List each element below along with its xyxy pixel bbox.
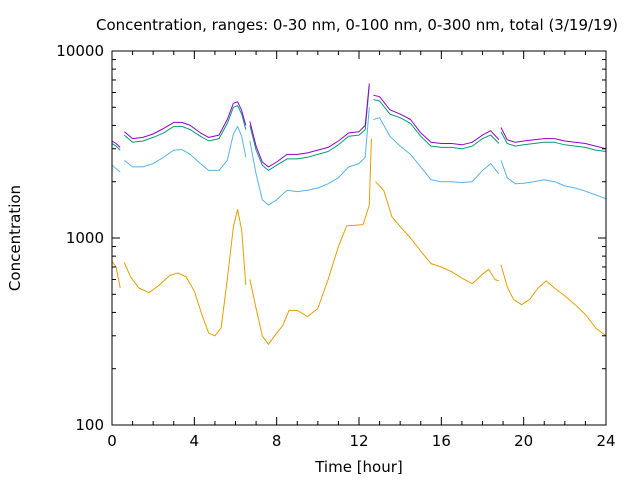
series-2-line [373, 117, 500, 183]
series-1-line [500, 264, 607, 337]
x-axis-label: Time [hour] [314, 458, 403, 476]
series-2-line [123, 125, 247, 171]
y-tick-label: 100 [75, 416, 104, 434]
x-tick-label: 24 [596, 432, 615, 450]
series-4-line [373, 94, 500, 146]
x-tick-label: 20 [514, 432, 533, 450]
x-tick-label: 4 [190, 432, 200, 450]
y-tick-label: 1000 [66, 229, 104, 247]
tick-labels: 0 4 8 12 16 20 24 100 1000 10000 [56, 42, 615, 450]
series-3-line [249, 85, 370, 171]
x-tick-label: 16 [432, 432, 451, 450]
series-2-line [111, 164, 121, 173]
y-tick-label: 10000 [56, 42, 104, 60]
series-2-line [249, 107, 370, 206]
plot-area [111, 50, 607, 426]
series-1-line [111, 261, 121, 289]
series-1-line [375, 181, 500, 285]
series-1-line [123, 209, 247, 337]
plot-frame [111, 50, 607, 426]
x-tick-label: 8 [272, 432, 282, 450]
series-2-line [500, 160, 607, 200]
x-tick-label: 0 [107, 432, 117, 450]
x-tick-label: 12 [349, 432, 368, 450]
series-4-line [123, 101, 247, 140]
series-3-line [123, 105, 247, 143]
y-axis-label: Concentration [6, 185, 24, 291]
series-3-line [111, 143, 121, 151]
series-4-line [111, 140, 121, 148]
series-1-line [249, 138, 372, 345]
series-3-line [373, 99, 500, 150]
series-3-line [500, 131, 607, 152]
chart-title: Concentration, ranges: 0-30 nm, 0-100 nm… [96, 16, 618, 34]
series-4-line [500, 127, 607, 150]
series-4-line [249, 83, 370, 168]
series-layer [111, 83, 607, 345]
ticks-layer [111, 51, 607, 426]
